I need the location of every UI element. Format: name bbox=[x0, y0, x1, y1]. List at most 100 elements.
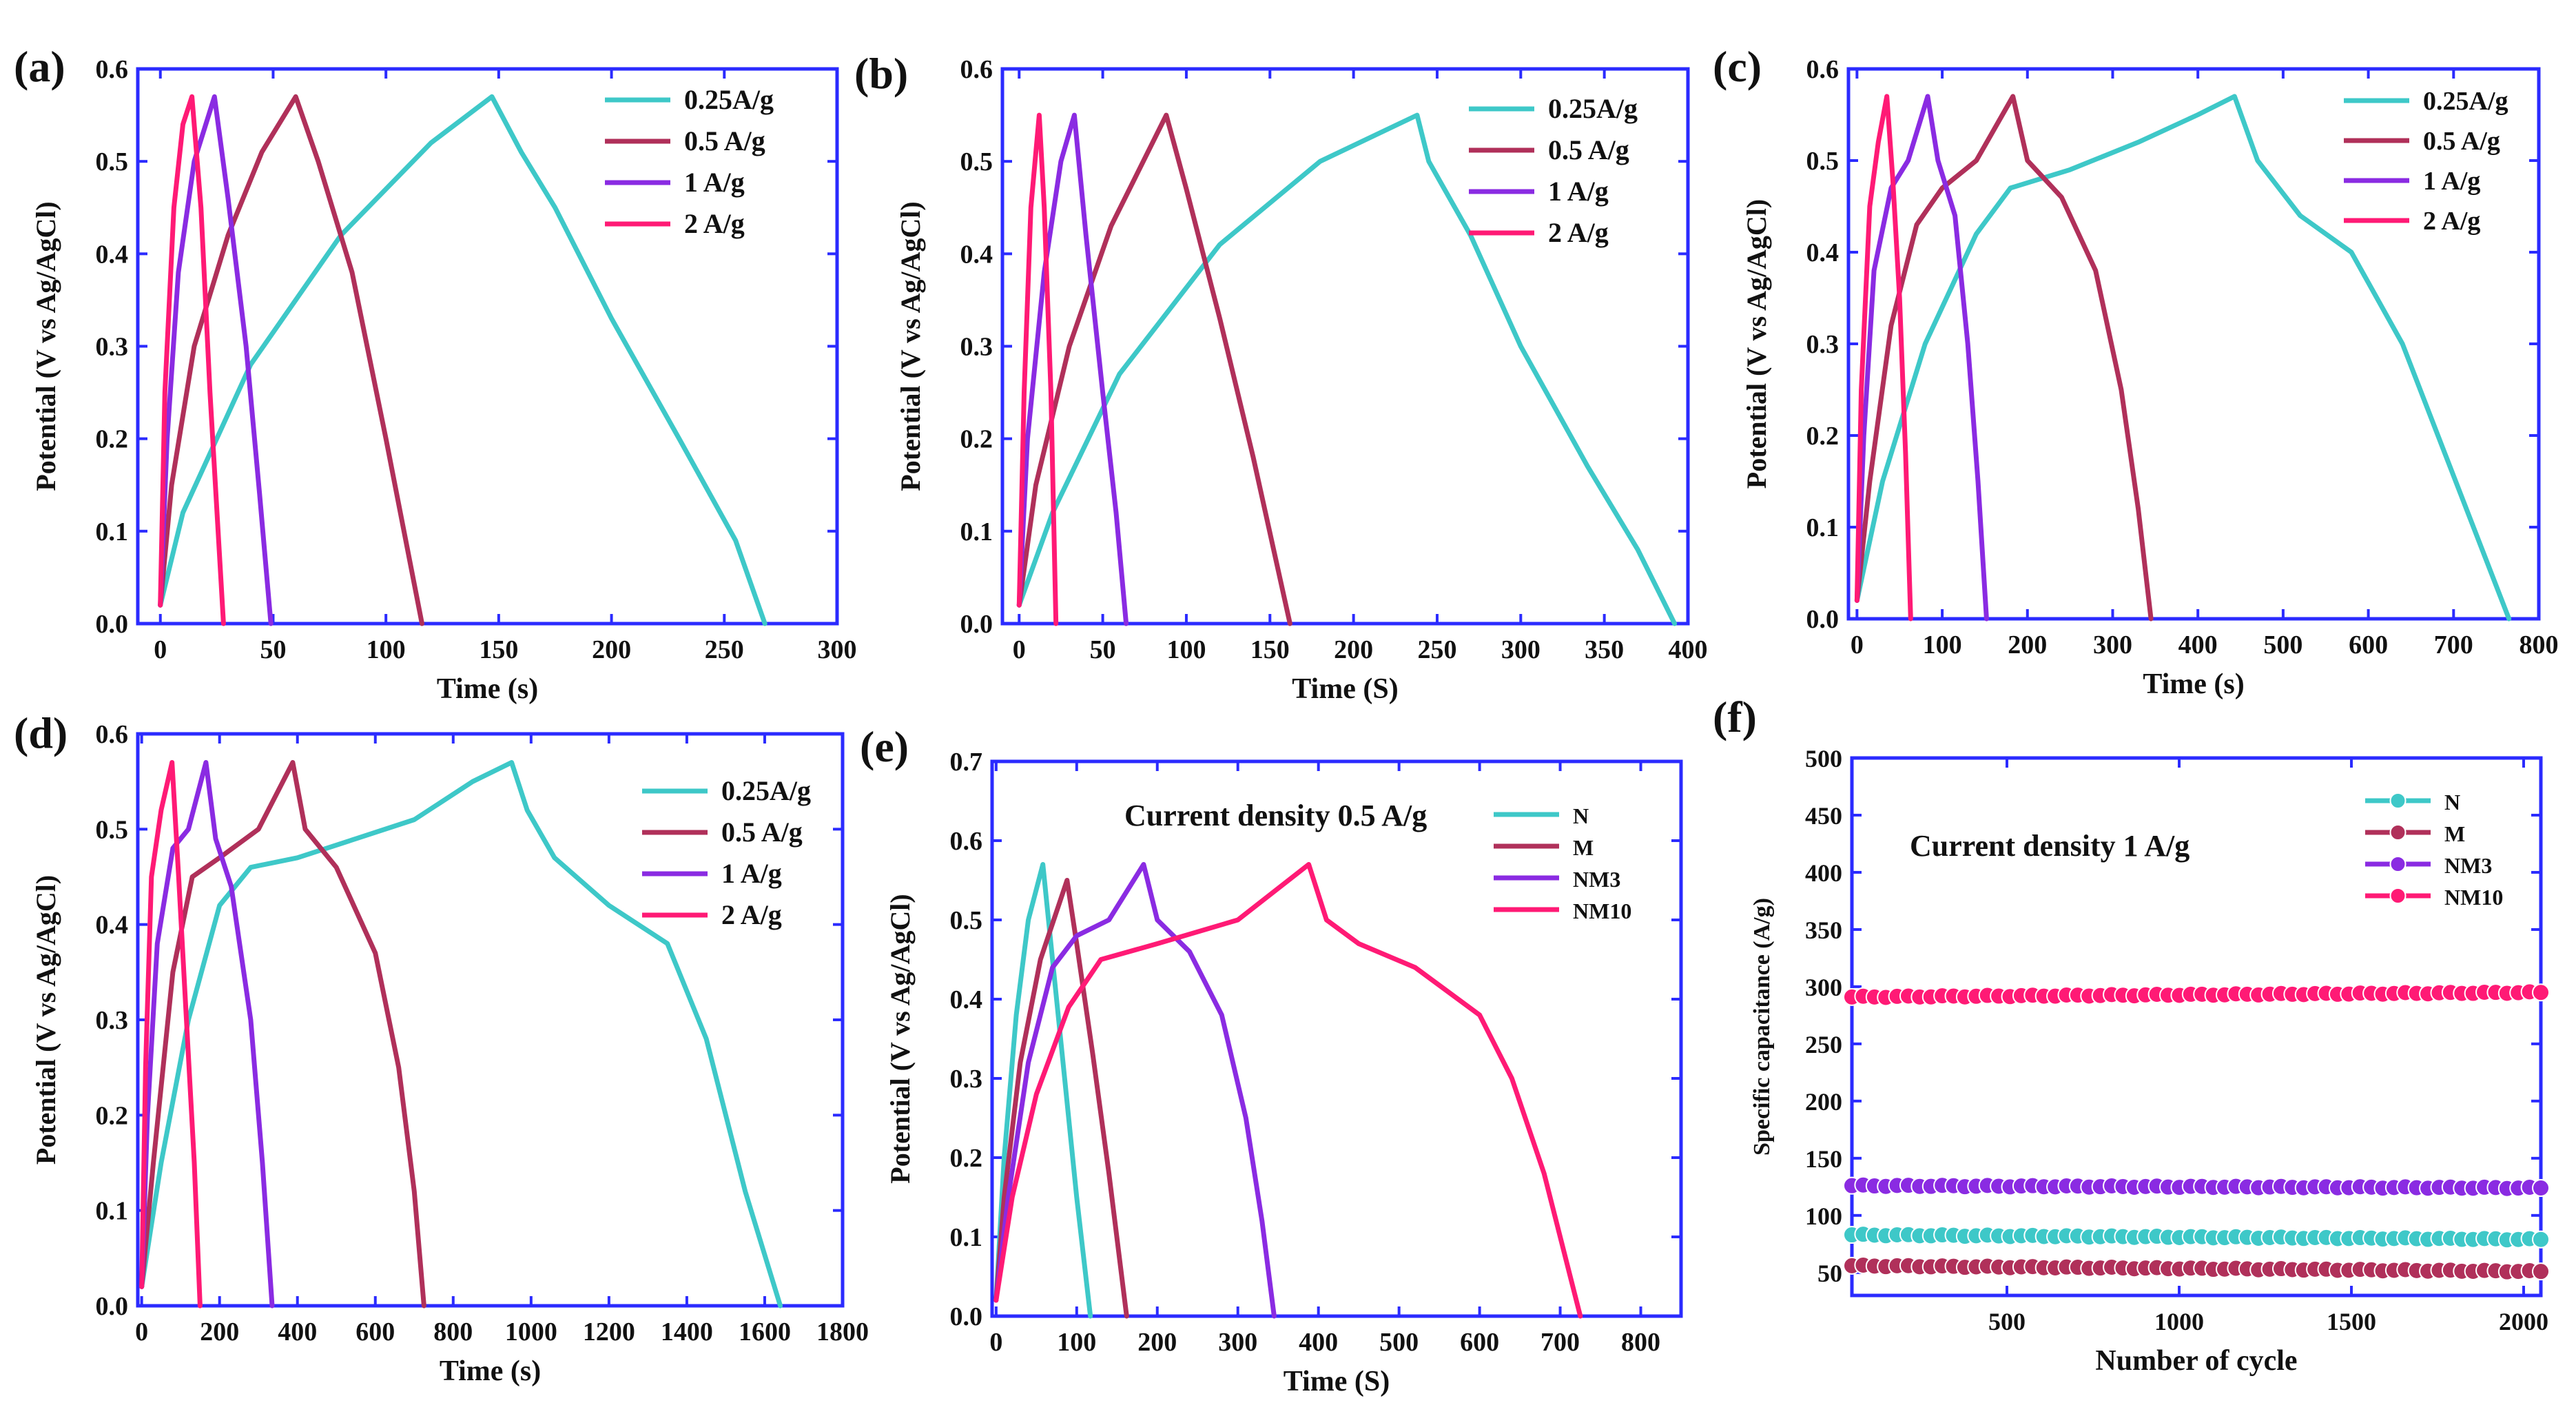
series-M bbox=[1843, 1255, 2550, 1281]
legend-label: 2 A/g bbox=[721, 899, 782, 930]
y-tick-label: 0.0 bbox=[1806, 605, 1840, 634]
x-tick-label: 150 bbox=[479, 635, 518, 664]
legend-label: 1 A/g bbox=[684, 167, 745, 198]
panel-label: (d) bbox=[14, 708, 68, 757]
legend-marker bbox=[2389, 888, 2407, 904]
y-tick-label: 0.3 bbox=[96, 1006, 129, 1035]
x-tick-label: 300 bbox=[1218, 1328, 1257, 1357]
legend-label: 0.25A/g bbox=[1548, 93, 1638, 124]
x-tick-label: 600 bbox=[1460, 1328, 1499, 1357]
panel-b: (b) 0.0 0.1 0.2 0.3 0.4 0.5 0.6 0 50 100 150 200 250 3… bbox=[854, 49, 1708, 705]
x-tick-label: 300 bbox=[2093, 631, 2132, 659]
y-tick-label: 0.4 bbox=[950, 985, 983, 1014]
y-tick-label: 0.3 bbox=[96, 333, 129, 362]
x-axis-label: Time (S) bbox=[1284, 1366, 1390, 1397]
series-line-NM10 bbox=[993, 862, 1583, 1319]
x-tick-label: 200 bbox=[1334, 635, 1373, 664]
series-line-1A-g bbox=[139, 760, 275, 1309]
series-line-2A-g bbox=[139, 760, 203, 1309]
legend-label: 1 A/g bbox=[1548, 176, 1609, 207]
x-tick-label: 200 bbox=[200, 1318, 239, 1346]
y-axis-label: Potential (V vs Ag/AgCl) bbox=[30, 201, 61, 491]
legend-label: 0.5 A/g bbox=[721, 817, 803, 848]
y-tick-label: 0.1 bbox=[1806, 513, 1840, 542]
data-point bbox=[2532, 1179, 2550, 1198]
x-tick-label: 500 bbox=[1379, 1328, 1419, 1357]
x-tick-label: 0 bbox=[989, 1328, 1002, 1357]
annotation: Current density 0.5 A/g bbox=[1124, 799, 1427, 832]
x-axis-label: Time (s) bbox=[440, 1355, 541, 1387]
y-tick-label: 0.2 bbox=[960, 425, 993, 454]
legend-label: 0.25A/g bbox=[2423, 87, 2508, 116]
y-tick-label: 0.0 bbox=[950, 1302, 983, 1331]
x-tick-label: 400 bbox=[278, 1318, 317, 1346]
x-tick-label: 600 bbox=[356, 1318, 395, 1346]
y-axis-label: Potential (V vs Ag/AgCl) bbox=[30, 875, 61, 1165]
y-tick-label: 0.3 bbox=[1806, 330, 1840, 359]
y-tick-label: 250 bbox=[1805, 1031, 1842, 1058]
y-tick-label: 0.5 bbox=[960, 147, 993, 176]
x-tick-label: 2000 bbox=[2499, 1308, 2548, 1335]
y-tick-label: 150 bbox=[1805, 1145, 1842, 1173]
x-tick-label: 1500 bbox=[2327, 1308, 2376, 1335]
x-tick-label: 100 bbox=[1923, 631, 1962, 659]
series-line-1A-g bbox=[1016, 112, 1129, 626]
y-tick-label: 0.1 bbox=[960, 517, 993, 546]
data-point bbox=[2532, 1230, 2550, 1249]
y-tick-label: 0.4 bbox=[1806, 238, 1840, 267]
x-tick-label: 100 bbox=[1166, 635, 1206, 664]
y-tick-label: 0.6 bbox=[950, 827, 983, 856]
series-line-0.5A-g bbox=[1854, 94, 2154, 622]
y-tick-label: 0.4 bbox=[96, 240, 129, 269]
y-tick-label: 0.0 bbox=[96, 610, 129, 639]
series-line-0.25A-g bbox=[1016, 112, 1678, 626]
series-line-N bbox=[993, 862, 1093, 1319]
panel-f: (f) 50 100 150 200 250 300 350 400 450 500 500 1000 1… bbox=[1713, 693, 2550, 1377]
y-tick-label: 400 bbox=[1805, 859, 1842, 887]
legend-label: 2 A/g bbox=[2423, 207, 2480, 236]
legend-marker bbox=[2389, 824, 2407, 841]
legend-label: 1 A/g bbox=[721, 858, 782, 889]
x-tick-label: 250 bbox=[1417, 635, 1456, 664]
x-axis-label: Time (S) bbox=[1292, 673, 1398, 705]
series-NM3 bbox=[1843, 1176, 2550, 1198]
panel-e: (e) 0.0 0.1 0.2 0.3 0.4 0.5 0.6 0.7 0 100 200 300 400… bbox=[860, 722, 1683, 1397]
x-tick-label: 400 bbox=[2178, 631, 2218, 659]
x-tick-label: 1600 bbox=[739, 1318, 791, 1346]
legend-label: N bbox=[2444, 790, 2460, 814]
legend-label: 0.5 A/g bbox=[1548, 134, 1629, 165]
y-tick-label: 0.5 bbox=[96, 147, 129, 176]
y-tick-label: 200 bbox=[1805, 1088, 1842, 1116]
panel-label: (a) bbox=[14, 42, 65, 91]
plot-frame bbox=[990, 759, 1683, 1318]
x-tick-label: 0 bbox=[1851, 631, 1864, 659]
y-tick-label: 0.3 bbox=[950, 1065, 983, 1094]
y-tick-label: 0.1 bbox=[950, 1223, 983, 1252]
x-tick-label: 500 bbox=[2263, 631, 2302, 659]
x-tick-label: 250 bbox=[705, 635, 744, 664]
x-tick-label: 100 bbox=[1057, 1328, 1096, 1357]
y-axis-label: Specific capacitance (A/g) bbox=[1749, 898, 1775, 1156]
x-axis-label: Number of cycle bbox=[2095, 1345, 2297, 1377]
x-tick-label: 700 bbox=[2434, 631, 2473, 659]
y-tick-label: 0.6 bbox=[96, 720, 129, 749]
data-point bbox=[2532, 1262, 2550, 1281]
series-line-0.25A-g bbox=[158, 94, 767, 626]
series-line-1A-g bbox=[1854, 94, 1989, 622]
legend-label: 0.25A/g bbox=[684, 84, 774, 115]
series-line-0.5A-g bbox=[139, 760, 426, 1309]
x-tick-label: 350 bbox=[1585, 635, 1624, 664]
x-tick-label: 200 bbox=[2008, 631, 2047, 659]
y-axis-label: Potential (V vs Ag/AgCl) bbox=[1741, 199, 1772, 489]
x-tick-label: 400 bbox=[1299, 1328, 1338, 1357]
y-tick-label: 0.4 bbox=[96, 911, 129, 940]
y-tick-label: 350 bbox=[1805, 916, 1842, 944]
panel-label: (f) bbox=[1713, 693, 1757, 741]
y-tick-label: 0.5 bbox=[1806, 147, 1840, 176]
series-N bbox=[1843, 1225, 2550, 1249]
x-tick-label: 1800 bbox=[816, 1318, 869, 1346]
x-axis-label: Time (s) bbox=[437, 673, 538, 705]
x-tick-label: 700 bbox=[1541, 1328, 1580, 1357]
x-tick-label: 1200 bbox=[583, 1318, 635, 1346]
